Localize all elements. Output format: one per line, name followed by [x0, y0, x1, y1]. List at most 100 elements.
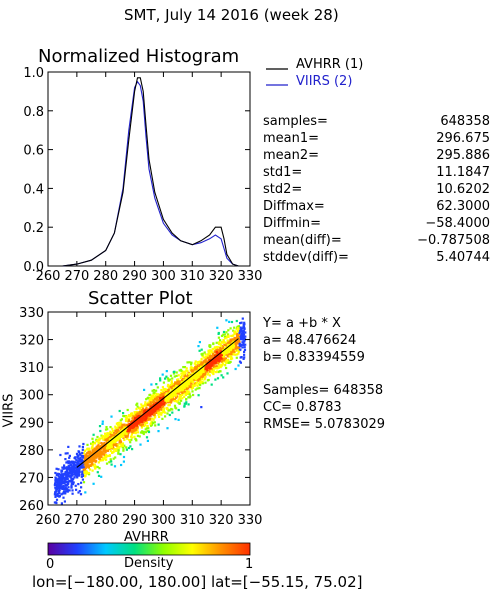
scatter-point: [71, 465, 74, 468]
scatter-point: [140, 403, 143, 406]
scatter-point: [57, 489, 60, 492]
scatter-point: [70, 477, 73, 480]
scatter-point: [168, 409, 171, 412]
scatter-point: [54, 495, 57, 498]
scatter-point: [214, 378, 217, 381]
scatter-point: [155, 393, 159, 396]
scatter-point: [120, 433, 123, 436]
scatter-point: [141, 415, 144, 418]
scatter-point: [185, 389, 188, 393]
scatter-point: [242, 343, 245, 346]
scatter-point: [224, 350, 227, 353]
scatter-point: [114, 429, 117, 432]
scatter-point: [98, 458, 101, 461]
scatter-point: [75, 488, 78, 491]
scatter-point: [243, 327, 246, 330]
scatter-point: [64, 480, 67, 483]
scatter-point: [149, 399, 152, 402]
scatter-point: [98, 445, 101, 448]
scatter-point: [154, 397, 157, 400]
scatter-point: [170, 400, 173, 403]
scatter-point: [139, 443, 142, 446]
scatter-point: [165, 388, 168, 391]
scatter-point: [216, 352, 219, 356]
scatter-point: [157, 398, 160, 401]
scatter-point: [70, 478, 73, 482]
scatter-point: [156, 386, 159, 389]
scatter-point: [197, 345, 200, 348]
scatter-point: [198, 387, 201, 390]
scatter-point: [225, 331, 228, 334]
scatter-point: [244, 335, 247, 338]
scatter-point: [137, 421, 140, 425]
scatter-point: [88, 464, 91, 467]
scatter-point: [106, 437, 109, 440]
scatter-point: [160, 402, 163, 405]
scatter-point: [240, 343, 243, 347]
scatter-point: [200, 369, 204, 373]
scatter-point: [146, 397, 149, 400]
stat-label: mean2=: [263, 148, 320, 163]
scatter-point: [84, 460, 87, 463]
scatter-point: [160, 411, 163, 414]
scatter-point: [139, 408, 142, 411]
scatter-point: [82, 466, 85, 469]
scatter-point: [157, 430, 160, 433]
scatter-point: [77, 468, 80, 471]
scatter-point: [124, 435, 128, 438]
scatter-point: [200, 382, 203, 385]
scatter-point: [62, 496, 65, 499]
scatter-point: [150, 423, 154, 426]
scatter-point: [218, 354, 222, 358]
scatter-point: [192, 393, 195, 397]
scatter-point: [174, 394, 177, 397]
scatter-point: [80, 481, 83, 484]
scatter-point: [112, 439, 116, 442]
scatter-point: [110, 415, 113, 418]
scatter-point: [57, 480, 60, 483]
scatter-point: [225, 351, 228, 355]
scatter-point: [168, 413, 171, 417]
scatter-point: [145, 436, 149, 439]
scatter-point: [168, 403, 171, 406]
scatter-point: [243, 346, 246, 349]
scatter-point: [158, 411, 161, 414]
scatter-point: [180, 369, 183, 373]
scatter-point: [128, 422, 131, 426]
scatter-point: [122, 414, 125, 418]
scatter-point: [243, 348, 247, 351]
scatter-point: [164, 396, 167, 399]
scatter-point: [228, 347, 232, 351]
scatter-point: [132, 415, 135, 418]
scatter-point: [206, 360, 209, 363]
scatter-point: [182, 378, 186, 381]
scatter-point: [195, 366, 198, 369]
scatter-point: [60, 476, 64, 479]
scatter-point: [146, 403, 149, 406]
scatter-point: [109, 449, 112, 453]
scatter-point: [233, 339, 236, 342]
scatter-point: [235, 337, 238, 340]
scatter-point: [74, 466, 77, 469]
scatter-point: [174, 388, 178, 392]
scatter-point: [139, 431, 142, 434]
scatter-point: [101, 451, 104, 454]
scatter-point: [226, 335, 229, 338]
histogram-ytick-label: 0.2: [23, 221, 44, 236]
scatter-point: [87, 471, 91, 474]
scatter-point: [105, 447, 109, 450]
scatter-ylabel: VIIRS: [1, 393, 17, 428]
scatter-point: [164, 411, 167, 414]
scatter-point: [129, 424, 133, 428]
scatter-point: [92, 451, 95, 454]
scatter-point: [91, 442, 94, 445]
scatter-point: [167, 386, 171, 389]
scatter-point: [235, 333, 238, 336]
scatter-point: [149, 403, 152, 406]
scatter-point: [233, 336, 236, 340]
scatter-point: [78, 490, 81, 493]
scatter-point: [197, 361, 201, 364]
scatter-point: [71, 489, 74, 492]
scatter-point: [114, 438, 117, 442]
scatter-point: [224, 357, 227, 360]
